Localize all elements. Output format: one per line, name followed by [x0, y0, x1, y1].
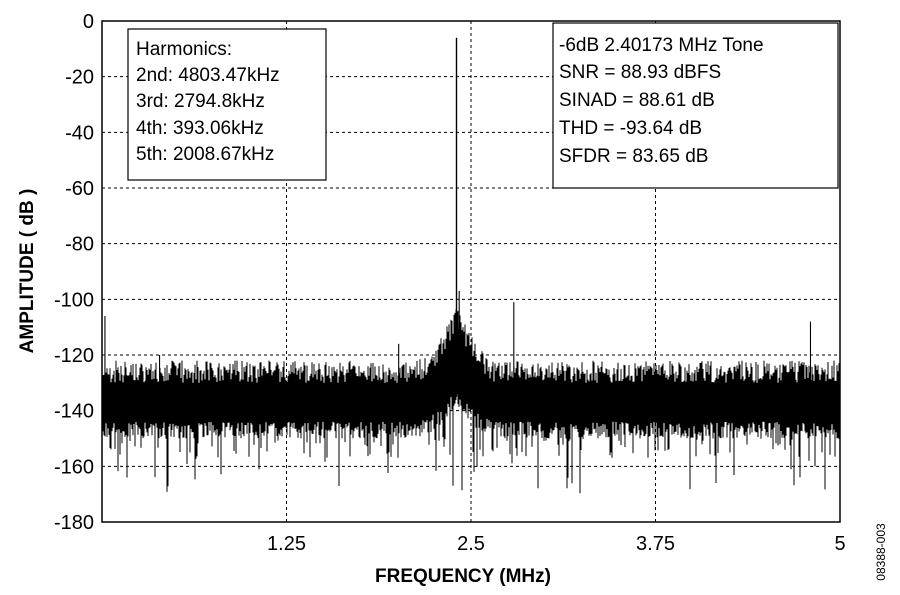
sinad-value: SINAD = 88.61 dB — [559, 90, 715, 111]
harmonic-4th: 4th: 393.06kHz — [136, 118, 264, 139]
x-axis-title: FREQUENCY (MHz) — [375, 566, 551, 587]
harmonic-2nd: 2nd: 4803.47kHz — [136, 65, 280, 86]
harmonic-5th: 5th: 2008.67kHz — [136, 144, 274, 165]
tone-label: -6dB 2.40173 MHz Tone — [559, 35, 764, 56]
y-tick-label: -120 — [54, 345, 94, 367]
y-tick-label: 0 — [83, 11, 94, 33]
x-axis-ticks: 1.25 2.5 3.75 5 — [267, 533, 846, 555]
stats-box: -6dB 2.40173 MHz Tone SNR = 88.93 dBFS S… — [552, 22, 839, 189]
figure-code: 08388-003 — [874, 523, 888, 581]
x-tick-label: 3.75 — [636, 533, 675, 555]
sfdr-value: SFDR = 83.65 dB — [559, 146, 708, 167]
harmonic-3rd: 3rd: 2794.8kHz — [136, 91, 265, 112]
y-tick-label: -160 — [54, 456, 94, 478]
thd-value: THD = -93.64 dB — [559, 118, 702, 139]
harmonics-box: Harmonics: 2nd: 4803.47kHz 3rd: 2794.8kH… — [127, 28, 327, 181]
y-tick-label: -60 — [65, 178, 94, 200]
y-axis-ticks: 0 -20 -40 -60 -80 -100 -120 -140 -160 -180 — [54, 11, 94, 534]
y-tick-label: -80 — [65, 234, 94, 256]
x-tick-label: 5 — [834, 533, 845, 555]
y-tick-label: -180 — [54, 512, 94, 534]
y-axis-title: AMPLITUDE ( dB ) — [17, 189, 38, 354]
y-tick-label: -140 — [54, 401, 94, 423]
x-tick-label: 1.25 — [267, 533, 306, 555]
stats-box-frame — [552, 22, 839, 189]
y-tick-label: -40 — [65, 122, 94, 144]
plot-area-frame — [101, 20, 841, 523]
harmonics-box-frame — [127, 28, 327, 181]
snr-value: SNR = 88.93 dBFS — [559, 62, 721, 83]
y-tick-label: -100 — [54, 289, 94, 311]
harmonics-title: Harmonics: — [136, 39, 232, 60]
x-tick-label: 2.5 — [457, 533, 485, 555]
y-tick-label: -20 — [65, 67, 94, 89]
